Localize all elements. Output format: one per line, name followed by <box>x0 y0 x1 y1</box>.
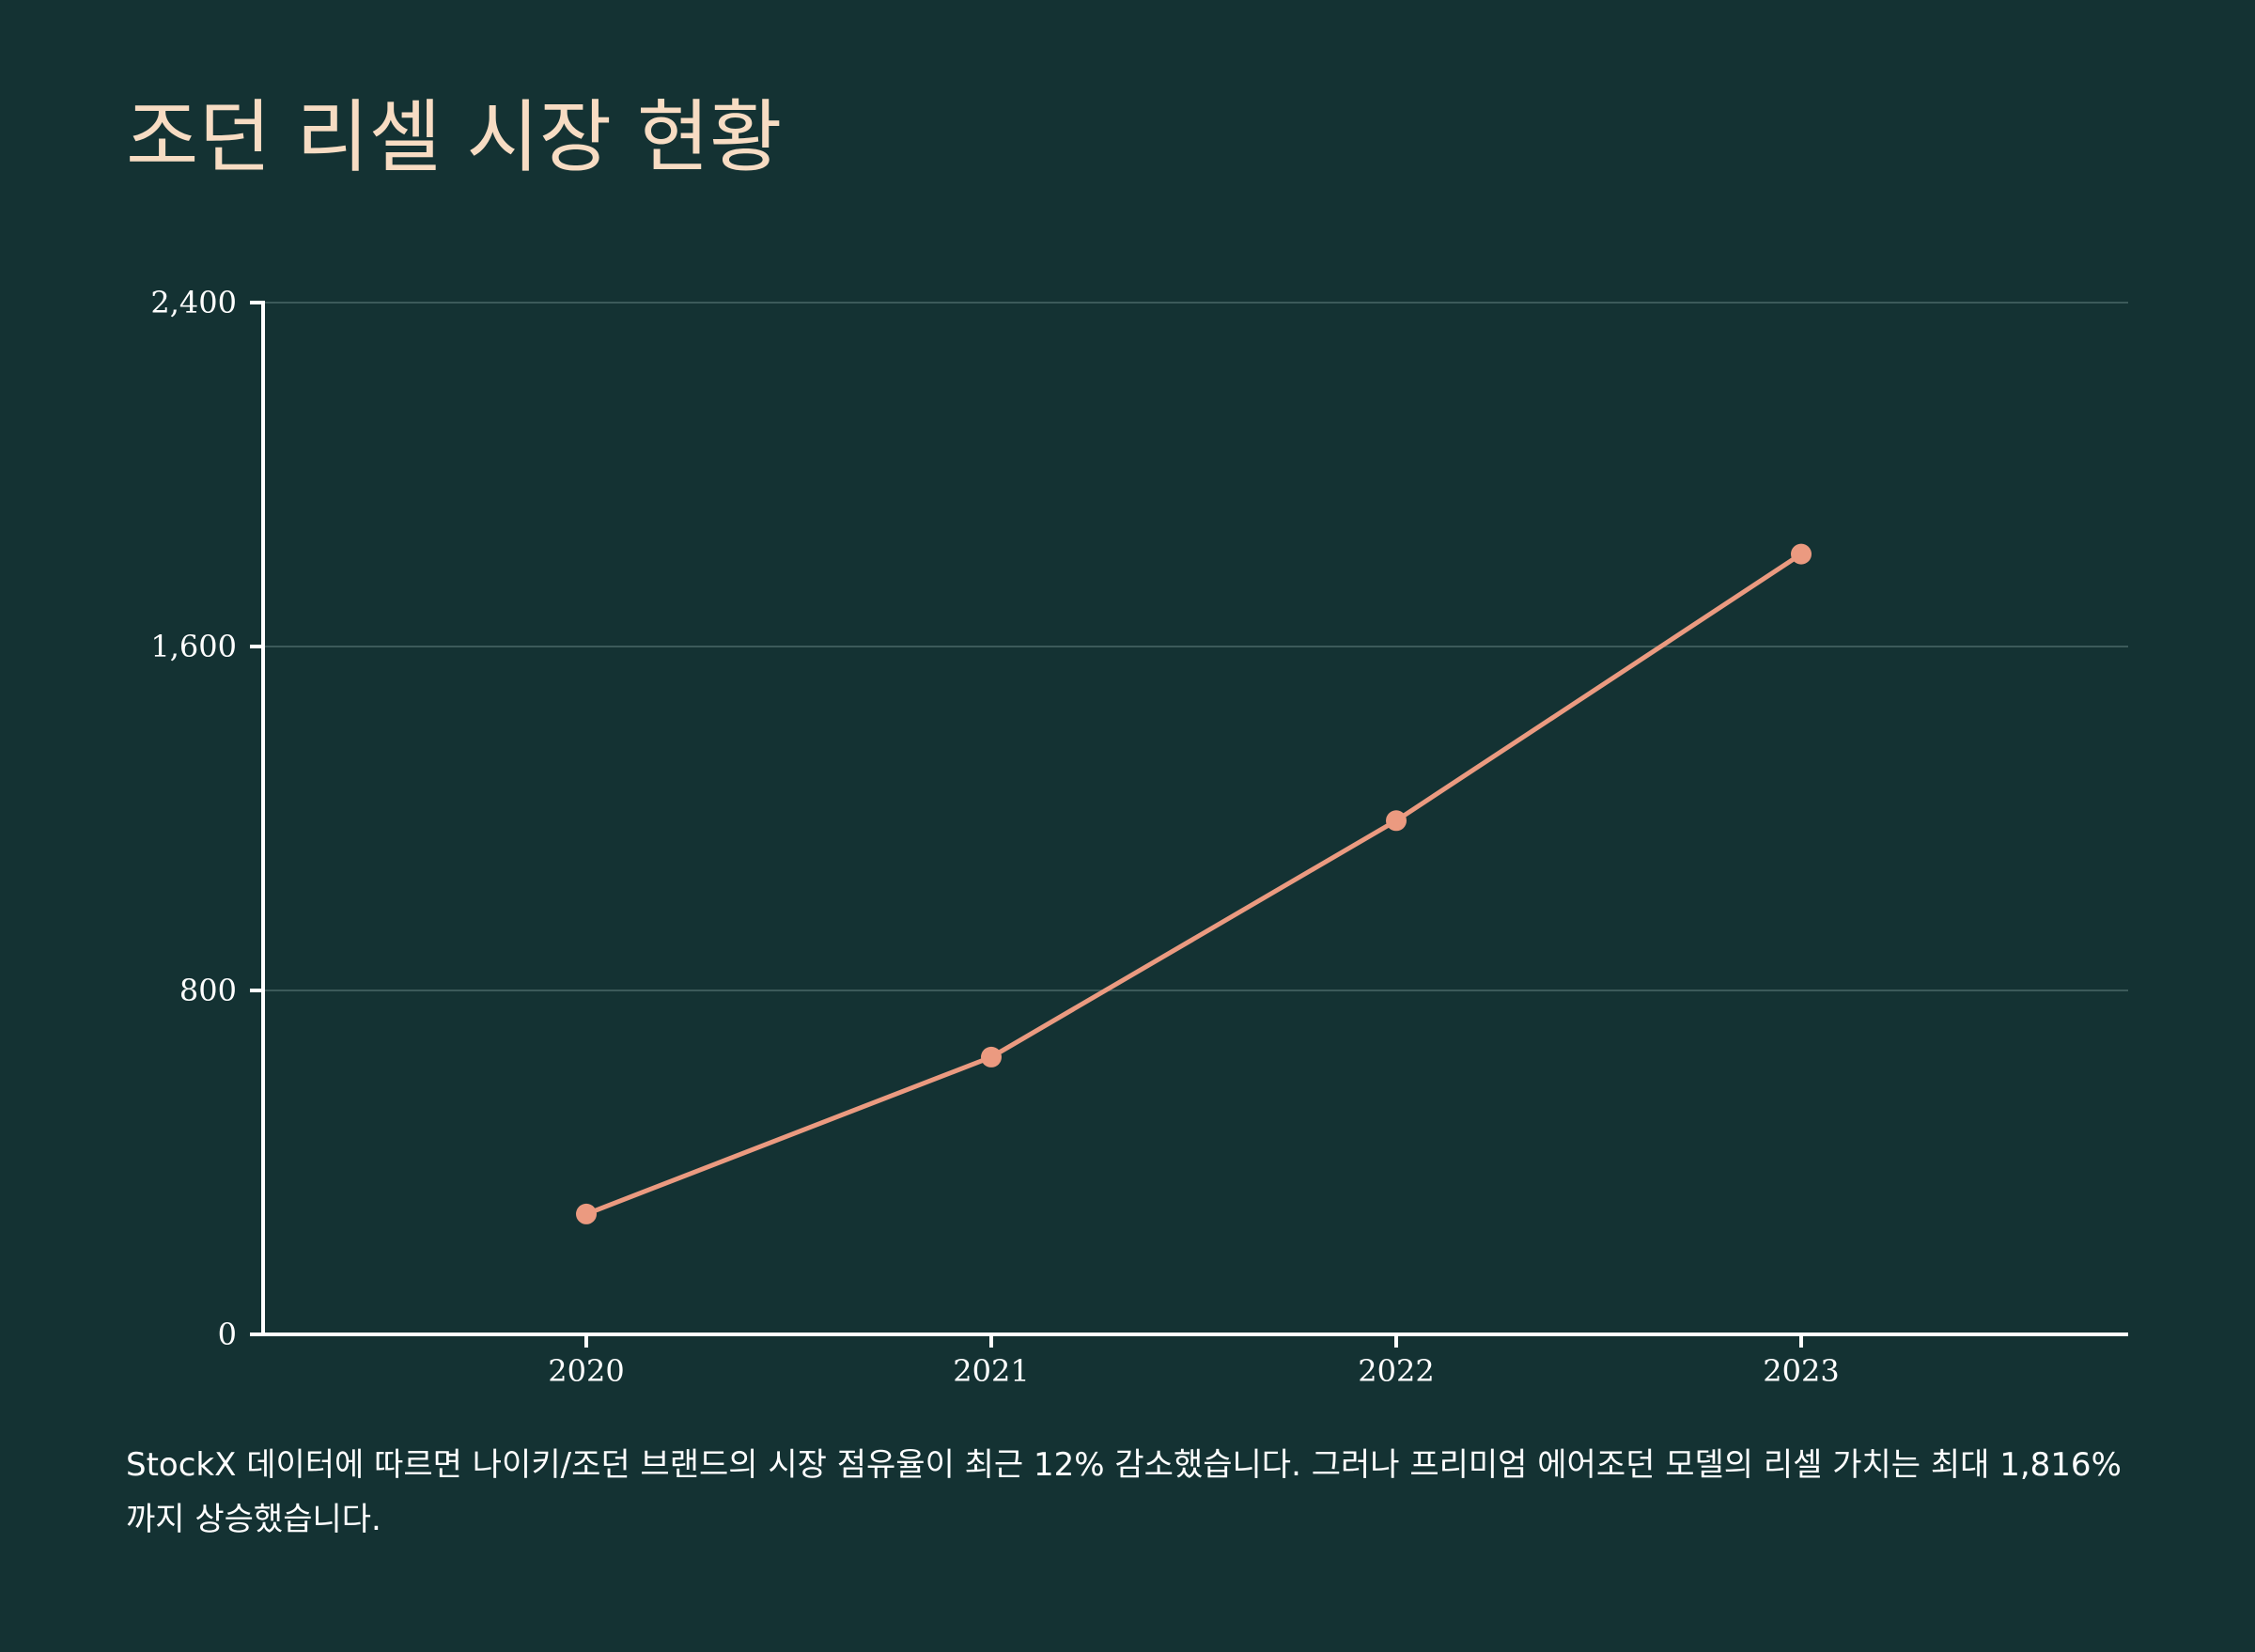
x-axis-ticks: 2020 2021 2022 2023 <box>548 1334 1840 1389</box>
gridlines <box>263 302 2128 991</box>
y-tick-label: 1,600 <box>150 629 237 664</box>
data-point-2023 <box>1791 543 1812 565</box>
page-title: 조던 리셀 시장 현황 <box>126 91 783 183</box>
x-tick-label: 2020 <box>548 1353 624 1389</box>
x-tick-label: 2023 <box>1763 1353 1839 1389</box>
line-chart: 0 800 1,600 2,400 2020 2021 2022 2023 <box>150 285 2128 1389</box>
data-point-2021 <box>981 1046 1002 1068</box>
y-tick-label: 2,400 <box>150 285 237 320</box>
data-point-2020 <box>576 1203 597 1224</box>
series-layer <box>576 543 1812 1224</box>
y-tick-label: 0 <box>218 1317 237 1352</box>
data-point-2022 <box>1386 810 1407 832</box>
chart-caption: StockX 데이터에 따르면 나이키/조던 브랜드의 시장 점유율이 최근 1… <box>126 1446 2122 1538</box>
series-line <box>583 552 1804 1217</box>
x-tick-label: 2022 <box>1358 1353 1434 1389</box>
y-axis-ticks: 0 800 1,600 2,400 <box>150 285 263 1352</box>
y-tick-label: 800 <box>179 973 237 1008</box>
x-tick-label: 2021 <box>953 1353 1029 1389</box>
axes <box>261 301 2128 1336</box>
